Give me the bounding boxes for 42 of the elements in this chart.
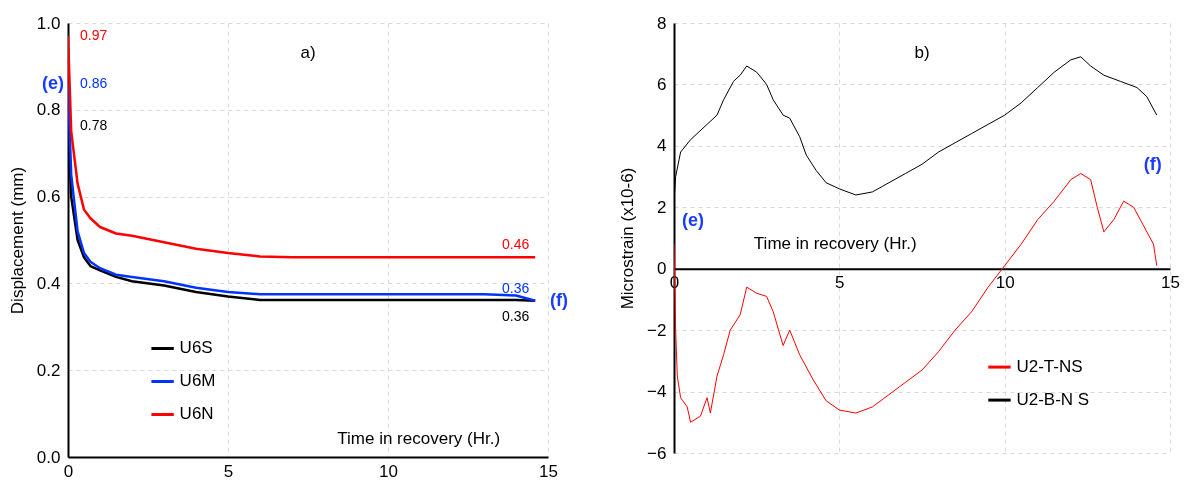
y-tick-label: 0.8 [36, 100, 61, 120]
x-tick-label: 15 [539, 461, 558, 481]
y-tick-label: 1.0 [36, 13, 61, 33]
y-axis-title: Microstrain (x10-6) [618, 167, 638, 310]
y-tick-label: 8 [657, 13, 667, 33]
legend-label: U6M [179, 371, 216, 391]
x-axis-title: Time in recovery (Hr.) [337, 428, 501, 448]
x-axis-title: Time in recovery (Hr.) [753, 234, 917, 254]
annotation: a) [300, 43, 316, 63]
text: (e) [42, 72, 64, 93]
y-tick-label: 0 [657, 259, 667, 279]
x-tick-label: 10 [995, 273, 1015, 293]
data-label: 0.78 [80, 117, 108, 134]
x-tick-label: 15 [1161, 273, 1180, 293]
y-tick-label: 0.0 [36, 447, 61, 467]
data-label: 0.97 [80, 27, 108, 44]
x-tick-label: 5 [835, 273, 845, 293]
x-tick-label: 5 [223, 461, 234, 481]
data-label: 0.46 [501, 236, 530, 253]
y-tick-label: 0.6 [36, 187, 61, 207]
y-tick-label: −6 [647, 443, 667, 463]
y-tick-label: 6 [657, 74, 667, 94]
annotation: b) [914, 43, 930, 63]
data-label: 0.36 [501, 279, 530, 296]
x-tick-label: 10 [379, 461, 398, 481]
legend-label: U2-T-NS [1016, 357, 1083, 377]
legend-label: U6S [179, 338, 213, 358]
annotation: (f) [1143, 153, 1162, 174]
y-tick-label: 2 [657, 197, 667, 217]
text: (f) [550, 289, 568, 310]
y-tick-label: 4 [657, 136, 667, 156]
data-label: 0.86 [80, 74, 108, 91]
legend-label: U6N [179, 404, 214, 424]
y-tick-label: −2 [647, 320, 667, 340]
data-label: 0.36 [501, 307, 530, 324]
legend-label: U2-B-N S [1016, 390, 1090, 410]
y-axis-title: Displacement (mm) [7, 166, 27, 315]
annotation: (e) [682, 209, 704, 230]
x-tick-label: 0 [63, 461, 74, 481]
y-tick-label: 0.2 [36, 360, 61, 380]
y-tick-label: −4 [647, 382, 667, 402]
y-tick-label: 0.4 [36, 273, 61, 293]
